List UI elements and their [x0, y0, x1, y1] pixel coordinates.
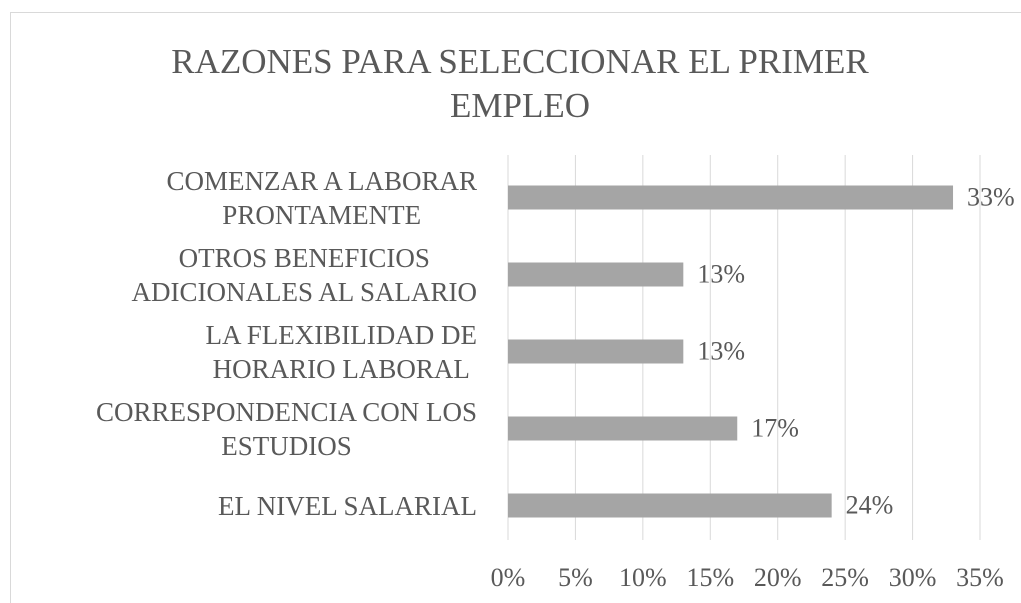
- bar: [508, 493, 832, 518]
- bar: [508, 339, 684, 364]
- y-tick-label: COMENZAR A LABORAR PRONTAMENTE: [166, 165, 477, 230]
- x-tick-label: 25%: [821, 563, 869, 592]
- data-label: 17%: [751, 413, 799, 442]
- chart-frame: [10, 12, 1021, 603]
- x-tick-label: 20%: [754, 563, 802, 592]
- data-label: 24%: [846, 490, 894, 519]
- data-label: 13%: [697, 259, 745, 288]
- x-tick-label: 30%: [889, 563, 937, 592]
- chart-title: RAZONES PARA SELECCIONAR EL PRIMER EMPLE…: [171, 42, 869, 125]
- x-tick-label: 0%: [491, 563, 526, 592]
- x-tick-label: 15%: [686, 563, 734, 592]
- y-tick-label: LA FLEXIBILIDAD DE HORARIO LABORAL: [205, 319, 477, 384]
- bar: [508, 262, 684, 287]
- y-tick-label: OTROS BENEFICIOS ADICIONALES AL SALARIO: [131, 242, 478, 307]
- x-tick-label: 35%: [956, 563, 1004, 592]
- data-label: 33%: [967, 182, 1015, 211]
- data-label: 13%: [697, 336, 745, 365]
- y-tick-label: CORRESPONDENCIA CON LOS ESTUDIOS: [95, 396, 477, 461]
- bar: [508, 185, 954, 210]
- y-tick-label: EL NIVEL SALARIAL: [218, 490, 477, 521]
- bar: [508, 416, 738, 441]
- x-tick-label: 5%: [558, 563, 593, 592]
- x-tick-label: 10%: [619, 563, 667, 592]
